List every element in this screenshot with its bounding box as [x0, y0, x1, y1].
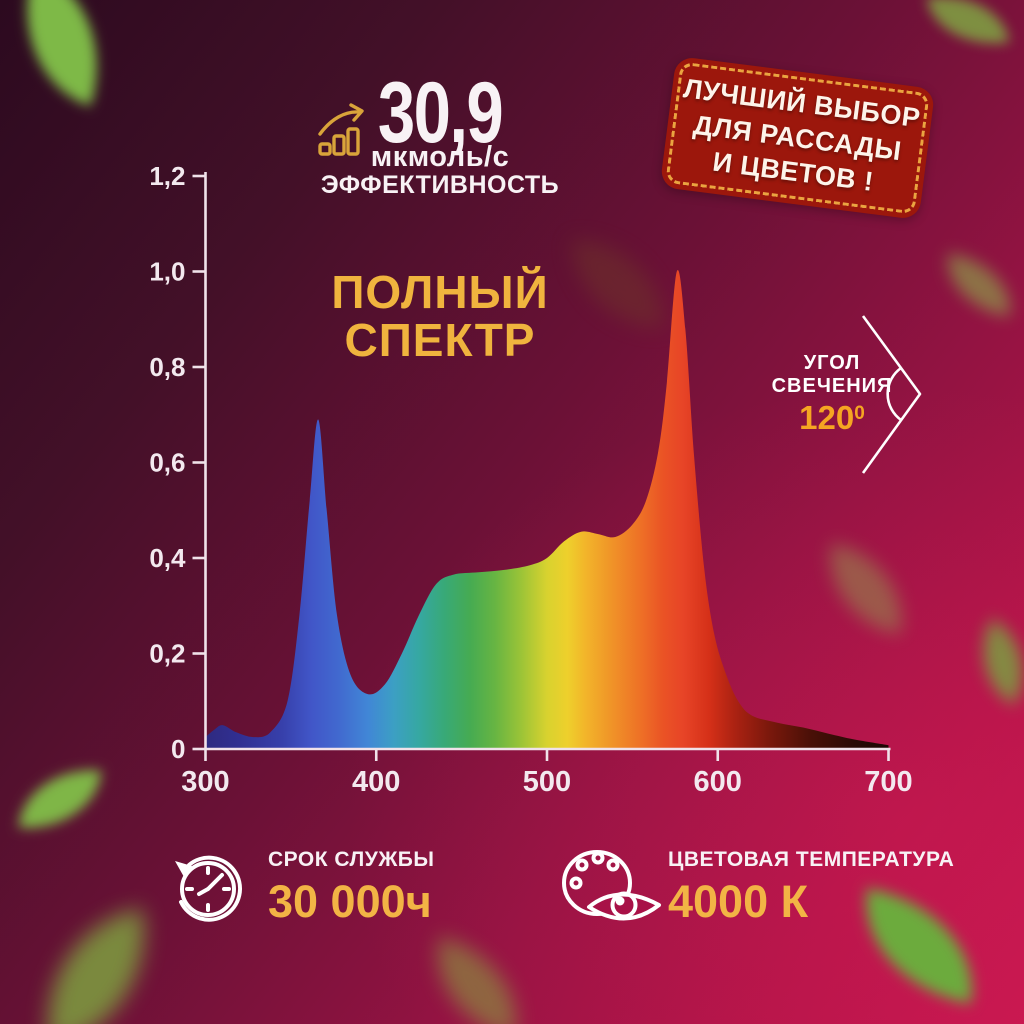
efficiency-label: ЭФФЕКТИВНОСТЬ [320, 171, 560, 199]
full-spectrum-title: ПОЛНЫЙ СПЕКТР [320, 268, 560, 365]
badge-line-2: ДЛЯ РАССАДЫ [691, 109, 904, 166]
leaf-decor [926, 0, 1010, 54]
efficiency-unit: мкмоль/с [370, 141, 510, 173]
leaf-decor [419, 936, 535, 1024]
beam-angle-value: 1200 [799, 399, 865, 436]
growth-chart-icon [318, 103, 364, 156]
beam-angle-label-2: СВЕЧЕНИЯ [771, 375, 893, 397]
angle-chevron-icon [861, 315, 922, 474]
degree-superscript: 0 [854, 403, 865, 424]
badge-text: ЛУЧШИЙ ВЫБОР ДЛЯ РАССАДЫ И ЦВЕТОВ ! [673, 71, 923, 204]
beam-angle-block: УГОЛ СВЕЧЕНИЯ 1200 [762, 352, 902, 438]
leaf-decor [940, 253, 1018, 317]
leaf-decor [960, 618, 1024, 706]
color-temperature-value: 4000 К [668, 876, 809, 927]
leaf-decor [18, 763, 102, 835]
leaf-decor [0, 0, 125, 107]
lifetime-label: СРОК СЛУЖБЫ [268, 848, 435, 871]
color-temperature-label: ЦВЕТОВАЯ ТЕМПЕРАТУРА [668, 848, 955, 871]
clock-reset-icon [175, 855, 242, 922]
color-temperature-feature: ЦВЕТОВАЯ ТЕМПЕРАТУРА 4000 К [668, 848, 954, 928]
palette-eye-icon [562, 850, 661, 921]
lifetime-feature: СРОК СЛУЖБЫ 30 000ч [268, 848, 434, 928]
efficiency-value: 30,9 [377, 65, 504, 161]
leaf-decor [28, 908, 164, 1024]
title-line-2: СПЕКТР [344, 314, 536, 367]
leaf-decor [817, 543, 915, 635]
leaf-decor [572, 240, 664, 328]
title-line-1: ПОЛНЫЙ [331, 266, 549, 318]
lifetime-value: 30 000ч [268, 876, 432, 927]
beam-angle-label-1: УГОЛ [803, 352, 861, 374]
